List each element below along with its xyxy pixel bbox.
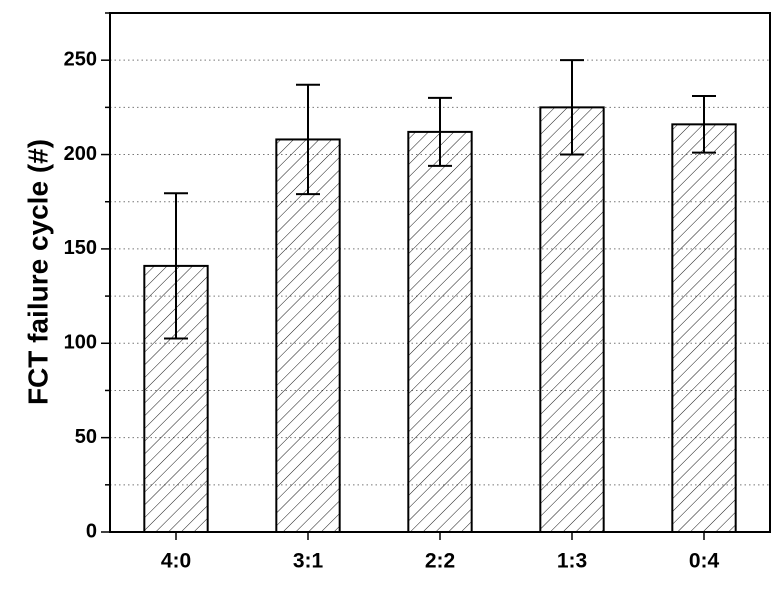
plot-frame xyxy=(109,12,771,533)
x-tick-label: 3:1 xyxy=(293,550,324,573)
y-tick-label: 200 xyxy=(64,143,97,165)
x-tick-label: 1:3 xyxy=(557,550,587,573)
y-tick-label: 150 xyxy=(64,237,97,259)
y-axis-label: FCT failure cycle (#) xyxy=(22,139,53,405)
x-tick-label: 2:2 xyxy=(425,550,455,573)
bar xyxy=(407,130,473,533)
x-tick-label: 4:0 xyxy=(161,550,191,573)
error-bar xyxy=(296,83,320,196)
bar xyxy=(539,106,605,533)
y-tick-label: 250 xyxy=(64,48,97,70)
bar xyxy=(671,123,737,533)
bar xyxy=(275,138,341,533)
y-tick-label: 0 xyxy=(86,520,97,542)
x-tick-label: 0:4 xyxy=(689,550,720,573)
error-bar xyxy=(164,192,188,340)
y-tick-label: 100 xyxy=(64,332,97,354)
y-tick-label: 50 xyxy=(75,426,97,448)
error-bar xyxy=(560,59,584,156)
error-bar xyxy=(428,96,452,167)
error-bar xyxy=(692,95,716,154)
